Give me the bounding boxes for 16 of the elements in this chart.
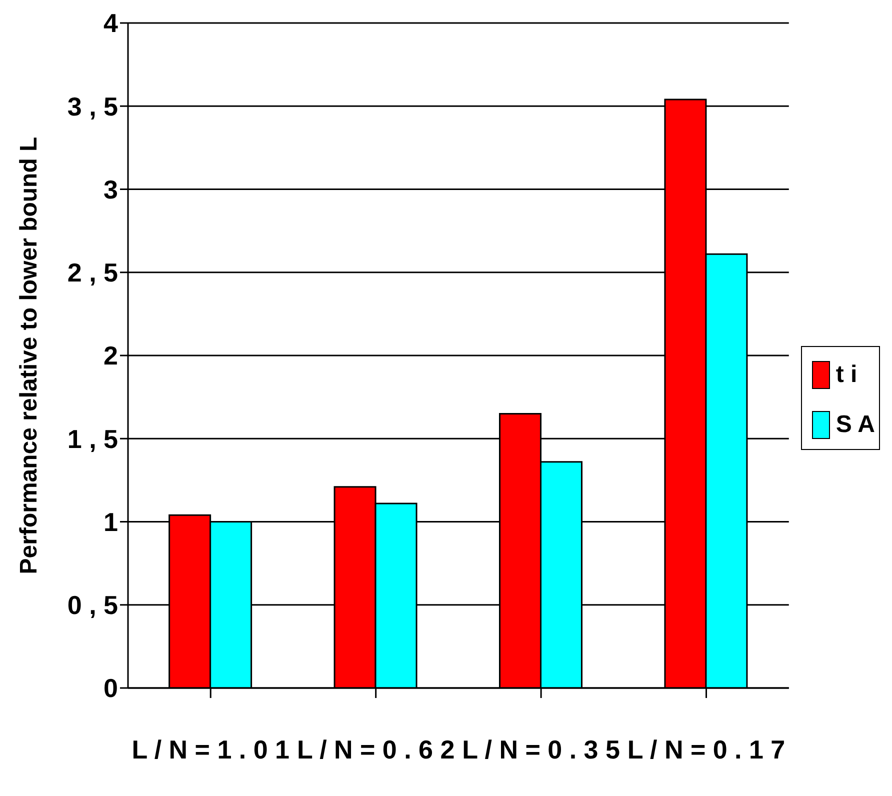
legend-label: t i [836,361,858,389]
y-tick-label: 2 , 5 [67,258,118,288]
y-tick-label: 3 [104,174,118,204]
y-tick-label: 2 [104,340,118,371]
y-tick-label: 0 , 5 [67,590,118,620]
x-tick-label: L / N = 0 . 1 7 [627,734,786,764]
y-tick-label: 1 [104,506,118,537]
y-axis-title: Performance relative to lower bound L [16,136,43,574]
x-tick-label: L / N = 0 . 3 5 [462,734,620,764]
x-tick-label: L / N = 1 . 0 1 [132,734,290,764]
y-tick-label: 3 , 5 [67,91,118,122]
legend-label: S A [836,411,875,439]
y-tick-label: 4 [104,8,119,38]
x-tick-label: L / N = 0 . 6 2 [296,734,455,764]
y-tick-label: 0 [104,673,118,704]
y-tick-label: 1 , 5 [67,424,118,454]
